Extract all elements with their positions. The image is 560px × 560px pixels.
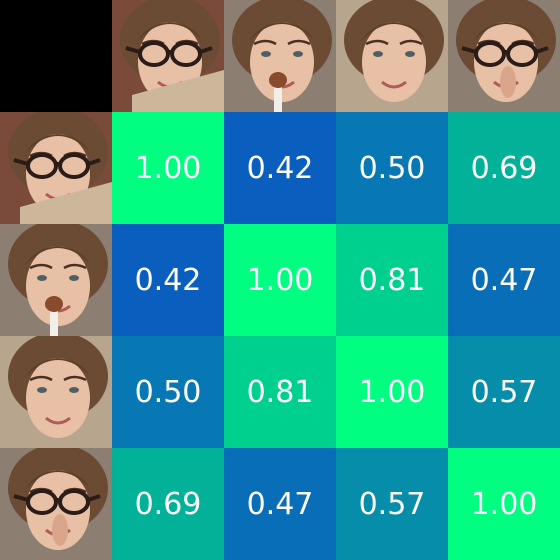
row-header-image-2 <box>0 224 112 336</box>
column-header-image-4 <box>448 0 560 112</box>
heatmap-cell-r1-c4: 0.69 <box>448 112 560 224</box>
heatmap-value-label: 0.50 <box>134 374 202 410</box>
column-header-image-3 <box>336 0 448 112</box>
heatmap-cell-r1-c2: 0.42 <box>224 112 336 224</box>
row-header-image-1 <box>0 112 112 224</box>
heatmap-cell-r3-c4: 0.57 <box>448 336 560 448</box>
row-header-image-3 <box>0 336 112 448</box>
heatmap-cell-r2-c4: 0.47 <box>448 224 560 336</box>
heatmap-value-label: 1.00 <box>358 374 426 410</box>
column-header-image-1 <box>112 0 224 112</box>
heatmap-cell-r3-c3: 1.00 <box>336 336 448 448</box>
heatmap-cell-r3-c2: 0.81 <box>224 336 336 448</box>
heatmap-cell-r2-c2: 1.00 <box>224 224 336 336</box>
heatmap-value-label: 0.81 <box>358 262 426 298</box>
column-header-image-2 <box>224 0 336 112</box>
heatmap-value-label: 1.00 <box>134 150 202 186</box>
heatmap-value-label: 0.57 <box>470 374 538 410</box>
heatmap-value-label: 0.47 <box>246 486 314 522</box>
heatmap-value-label: 0.50 <box>358 150 426 186</box>
heatmap-value-label: 0.42 <box>246 150 314 186</box>
heatmap-value-label: 0.81 <box>246 374 314 410</box>
heatmap-cell-r4-c1: 0.69 <box>112 448 224 560</box>
heatmap-cell-r4-c3: 0.57 <box>336 448 448 560</box>
row-header-image-4 <box>0 448 112 560</box>
heatmap-value-label: 0.47 <box>470 262 538 298</box>
heatmap-value-label: 0.57 <box>358 486 426 522</box>
heatmap-cell-r4-c4: 1.00 <box>448 448 560 560</box>
heatmap-value-label: 0.69 <box>470 150 538 186</box>
heatmap-cell-r1-c1: 1.00 <box>112 112 224 224</box>
heatmap-cell-r1-c3: 0.50 <box>336 112 448 224</box>
heatmap-cell-r2-c1: 0.42 <box>112 224 224 336</box>
heatmap-value-label: 0.42 <box>134 262 202 298</box>
heatmap-value-label: 1.00 <box>246 262 314 298</box>
heatmap-cell-r3-c1: 0.50 <box>112 336 224 448</box>
heatmap-value-label: 0.69 <box>134 486 202 522</box>
heatmap-value-label: 1.00 <box>470 486 538 522</box>
heatmap-cell-r2-c3: 0.81 <box>336 224 448 336</box>
corner-blank <box>0 0 112 112</box>
heatmap-cell-r4-c2: 0.47 <box>224 448 336 560</box>
